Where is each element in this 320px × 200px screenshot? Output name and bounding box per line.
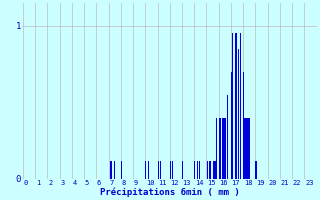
Bar [236,33,237,179]
Bar [111,161,112,179]
Bar [244,118,245,179]
Bar [224,118,225,179]
Bar [213,161,214,179]
Bar [158,161,159,179]
Bar [238,49,239,179]
Bar [210,161,211,179]
Bar [231,72,232,179]
Bar [222,118,224,179]
Bar [249,118,251,179]
Bar [148,161,149,179]
Bar [199,161,200,179]
Bar [182,161,183,179]
Bar [247,118,248,179]
Bar [215,161,216,179]
Bar [206,161,208,179]
Bar [214,161,215,179]
Bar [194,161,196,179]
Bar [255,161,257,179]
Bar [232,33,233,179]
Bar [246,118,247,179]
Bar [227,95,228,179]
Bar [114,161,115,179]
Bar [121,161,122,179]
Bar [219,118,220,179]
Bar [235,33,236,179]
Bar [209,161,210,179]
Bar [170,161,171,179]
X-axis label: Précipitations 6min ( mm ): Précipitations 6min ( mm ) [100,188,240,197]
Bar [240,33,241,179]
Bar [172,161,173,179]
Bar [243,72,244,179]
Bar [248,118,249,179]
Bar [145,161,147,179]
Bar [225,118,226,179]
Bar [110,161,111,179]
Bar [220,118,221,179]
Bar [197,161,198,179]
Bar [216,118,218,179]
Bar [160,161,161,179]
